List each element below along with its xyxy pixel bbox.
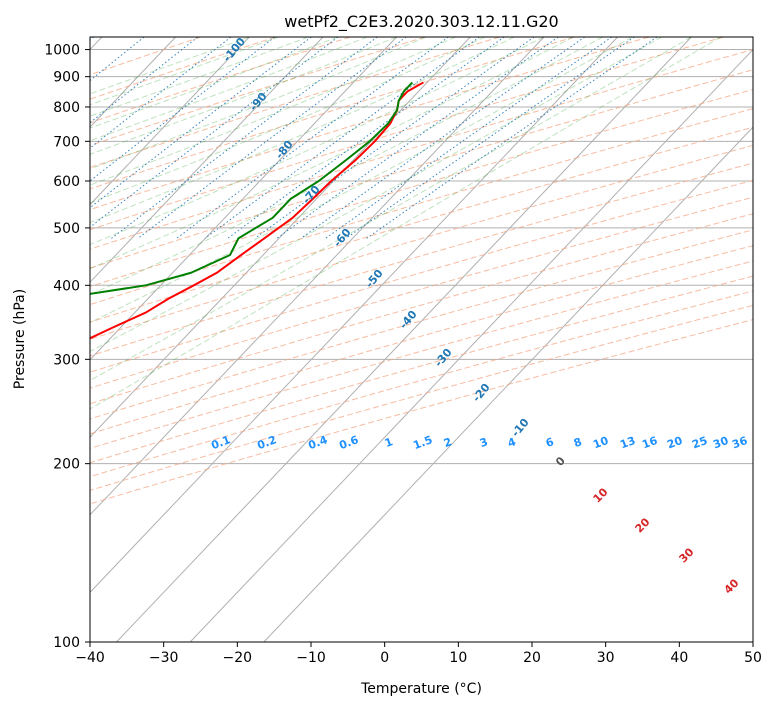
isotherm [116, 37, 692, 642]
moist-adiabat [90, 37, 721, 410]
mixing-ratio-label: 25 [690, 434, 709, 451]
moist-adiabat [90, 37, 427, 170]
x-tick-label: 20 [523, 650, 541, 666]
dry-adiabat [90, 260, 753, 449]
x-tick-label: −40 [75, 650, 105, 666]
mixing-ratio-line [111, 37, 378, 239]
moist-adiabat [90, 37, 309, 117]
mixing-ratio-label: 3 [478, 435, 490, 450]
dry-adiabat [90, 37, 425, 147]
mixing-ratio-lines [90, 37, 658, 239]
moist-adiabat [90, 37, 604, 296]
y-tick-label: 800 [53, 100, 80, 116]
mixing-ratio-line [90, 37, 312, 209]
mixing-ratio-label: 0.1 [209, 433, 232, 452]
dry-adiabat [90, 213, 753, 405]
moist-adiabat [90, 37, 515, 224]
dry-adiabat [90, 49, 753, 250]
mixing-ratio-line [90, 37, 276, 182]
plot-frame [89, 36, 754, 643]
mixing-ratio-label: 36 [730, 434, 749, 452]
mixing-ratio-label: 1 [383, 435, 395, 450]
isotherm [90, 37, 324, 283]
mixing-ratio-label: 0.4 [306, 433, 329, 452]
profiles [90, 81, 424, 340]
dry-adiabat [90, 144, 753, 340]
dry-adiabat [90, 229, 753, 420]
mixing-ratio-line [254, 37, 535, 239]
mixing-ratio-label: 2 [442, 435, 454, 450]
x-tick-label: −10 [296, 650, 326, 666]
dry-adiabat [90, 304, 753, 491]
x-tick-label: 30 [597, 650, 615, 666]
isotherm [90, 37, 618, 594]
mixing-ratio-line [300, 37, 586, 239]
y-tick-label: 700 [53, 134, 80, 150]
dry-adiabat [90, 319, 753, 505]
dry-adiabat [90, 108, 753, 306]
y-tick-label: 500 [53, 221, 80, 237]
y-tick-label: 200 [53, 457, 80, 473]
x-tick-label: 50 [744, 650, 762, 666]
mixing-ratio-label: 13 [618, 434, 637, 451]
y-tick-label: 900 [53, 70, 80, 86]
moist-adiabat [90, 37, 633, 324]
dry-adiabat [90, 126, 753, 323]
chart-title: wetPf2_C2E3.2020.303.12.11.G20 [284, 12, 558, 32]
isotherm [90, 37, 250, 206]
isotherm [90, 37, 397, 361]
mixing-ratio-line [137, 37, 407, 239]
mixing-ratio-label: 30 [711, 434, 730, 452]
y-tick-label: 600 [53, 174, 80, 190]
x-tick-label: 10 [449, 650, 467, 666]
mixing-ratio-label: 0.6 [337, 433, 360, 452]
plot-background [90, 37, 753, 642]
moist-adiabat [90, 37, 338, 129]
moist-adiabat [90, 37, 368, 142]
moist-adiabat [90, 37, 486, 204]
moist-adiabat [90, 37, 545, 246]
x-tick-label: 40 [670, 650, 688, 666]
moist-adiabats [90, 37, 721, 410]
moist-adiabat [90, 37, 574, 270]
axis-ticks: −40 −30 −20 −10 0 10 20 30 40 50 1000 900 800 700 600 5… [44, 43, 762, 666]
mixing-ratio-label: 1.5 [411, 433, 434, 452]
dry-adiabats [90, 37, 753, 505]
moist-adiabat [90, 37, 397, 155]
isotherm [263, 126, 753, 642]
dewpoint-profile [90, 81, 414, 295]
x-tick-label: −20 [223, 650, 253, 666]
mixing-ratio-line [276, 37, 559, 239]
dry-adiabat [90, 37, 650, 211]
dry-adiabat [90, 37, 575, 190]
isotherm [189, 48, 753, 642]
dry-adiabat [90, 179, 753, 373]
mixing-ratio-label: 10 [591, 434, 610, 452]
mixing-ratio-label: 4 [506, 435, 518, 450]
mixing-ratio-label: 16 [640, 434, 659, 452]
temperature-profile [90, 81, 424, 340]
y-axis-label: Pressure (hPa) [12, 289, 28, 389]
dry-adiabat [90, 275, 753, 464]
moist-adiabat [90, 37, 692, 382]
x-tick-label: 0 [380, 650, 389, 666]
mixing-ratio-label: 20 [665, 434, 684, 452]
mixing-ratio-label: 8 [572, 435, 584, 450]
x-axis-label: Temperature (°C) [360, 681, 482, 697]
mixing-ratio-line [176, 37, 449, 239]
mixing-ratio-line [366, 37, 658, 239]
y-tick-label: 1000 [44, 43, 80, 59]
mixing-ratio-label: 6 [544, 435, 556, 450]
dry-adiabat [90, 69, 753, 269]
mixing-ratio-label: 0.2 [255, 433, 278, 452]
y-tick-label: 300 [53, 352, 80, 368]
x-tick-label: −30 [149, 650, 179, 666]
mixing-ratio-line [90, 37, 339, 228]
moist-adiabat [90, 37, 663, 352]
y-tick-label: 400 [53, 278, 80, 294]
y-tick-label: 100 [53, 635, 80, 651]
